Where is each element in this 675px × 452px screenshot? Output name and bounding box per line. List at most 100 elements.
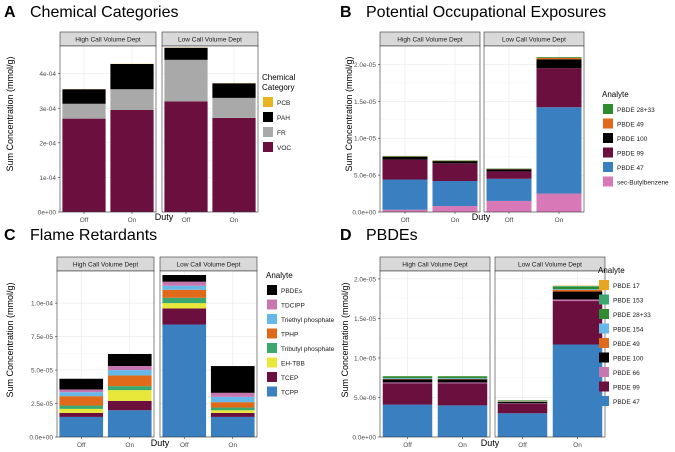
bar-segment-tributyl-phosphate xyxy=(107,386,152,391)
panel-title: Chemical Categories xyxy=(30,4,179,21)
legend-key-fr xyxy=(263,127,273,137)
bar-segment-voc xyxy=(110,109,154,212)
x-tick-label: On xyxy=(128,217,137,224)
bar-segment-pbde-100 xyxy=(437,379,488,383)
legend-key-pbdes xyxy=(267,285,277,295)
bar-segment-pbde-66 xyxy=(382,382,433,384)
y-tick-label: 1.5e-05 xyxy=(354,316,376,323)
bar-segment-pbde-100 xyxy=(497,401,548,404)
legend-key-pbde-99 xyxy=(599,381,609,392)
legend-label: PBDE 100 xyxy=(613,356,644,363)
bar-segment-tcep xyxy=(59,412,104,417)
legend-key-tcpp xyxy=(267,386,277,397)
bar-segment-pbde-100 xyxy=(382,156,428,160)
bar-segment-tdcipp xyxy=(162,281,207,286)
plot-border xyxy=(483,45,585,213)
legend-key-pcb xyxy=(263,97,273,107)
y-tick-label: 0e+00 xyxy=(38,210,57,217)
x-axis-label: Duty xyxy=(151,438,170,448)
legend-label: PBDE 99 xyxy=(613,385,640,392)
bar-segment-tdcipp xyxy=(210,392,255,397)
legend-key-pbde-99 xyxy=(603,147,613,158)
legend-title-line: Analyte xyxy=(602,90,629,99)
plot-border xyxy=(159,270,258,438)
panel-letter: C xyxy=(4,227,16,244)
bar-segment-tcpp xyxy=(107,410,152,437)
facet-strip-label: Low Call Volume Dept xyxy=(177,262,241,269)
bar-segment-pbde-49 xyxy=(536,57,582,60)
bar-segment-fr xyxy=(164,59,208,102)
bar-segment-pbde-153 xyxy=(552,286,603,287)
y-tick-label: 5.0e-05 xyxy=(31,368,53,375)
y-tick-label: 3e-04 xyxy=(39,106,56,113)
plot-border xyxy=(379,270,491,438)
facet-strip-label: Low Call Volume Dept xyxy=(502,37,566,44)
legend-label: Tributyl phosphate xyxy=(281,346,335,353)
legend-key-pbde-17 xyxy=(599,280,609,290)
plot-border xyxy=(59,45,157,213)
legend-key-pbde-28-33 xyxy=(603,104,613,114)
legend-label: PBDE 47 xyxy=(617,165,644,172)
legend-label: PBDE 49 xyxy=(617,122,644,129)
bar-segment-tcep xyxy=(162,308,207,325)
legend-title-line: Chemical xyxy=(262,73,296,82)
bar-segment-pbdes xyxy=(107,354,152,367)
y-tick-label: 2e-04 xyxy=(39,140,56,147)
bar-segment-pbdes xyxy=(210,366,255,393)
panel-title: Flame Retardants xyxy=(30,227,157,244)
facet-strip-label: High Call Volume Dept xyxy=(402,262,468,269)
x-tick-label: Off xyxy=(77,442,86,449)
bar-segment-tributyl-phosphate xyxy=(162,297,207,304)
legend-title-line: Analyte xyxy=(598,266,625,275)
y-tick-label: 7.5e-05 xyxy=(31,334,53,341)
y-tick-label: 1.0e-05 xyxy=(354,136,376,143)
legend-label: PBDE 100 xyxy=(617,136,648,143)
legend-key-tributyl-phosphate xyxy=(267,343,277,353)
y-tick-label: 1.0e-05 xyxy=(354,355,376,362)
legend-label: PBDE 28+33 xyxy=(617,107,655,114)
bar-segment-fr xyxy=(62,103,106,119)
bar-segment-sec-butylbenzene xyxy=(432,206,478,212)
x-tick-label: Off xyxy=(180,442,189,449)
y-tick-label: 1.0e-04 xyxy=(31,301,53,308)
bar-segment-pbdes xyxy=(162,275,207,282)
legend-key-tcep xyxy=(267,372,277,382)
bar-segment-pbde-100 xyxy=(486,169,532,172)
y-tick-label: 4e-04 xyxy=(39,71,56,78)
bar-segment-fr xyxy=(110,89,154,110)
legend-label: PBDE 17 xyxy=(613,283,640,290)
bar-segment-sec-butylbenzene xyxy=(382,209,428,212)
bar-segment-pbde-47 xyxy=(432,181,478,207)
bar-segment-pbde-47 xyxy=(552,344,603,437)
panel-letter: A xyxy=(4,4,16,21)
plot-border xyxy=(379,45,481,213)
bar-segment-tphp xyxy=(210,402,255,408)
legend-key-pbde-47 xyxy=(603,162,613,172)
bar-segment-pah xyxy=(164,47,208,60)
bar-segment-pbde-100 xyxy=(552,291,603,300)
legend-title: Analyte xyxy=(602,90,629,99)
panel-title: PBDEs xyxy=(366,227,418,244)
y-axis-label: Sum Concentration (mmol/g) xyxy=(5,282,15,397)
bar-segment-tcpp xyxy=(59,416,104,437)
bar-segment-pah xyxy=(110,63,154,90)
bar-segment-pbde-154 xyxy=(552,289,603,290)
bar-segment-pbde-99 xyxy=(486,171,532,179)
x-tick-label: Off xyxy=(401,217,410,224)
y-axis-label: Sum Concentration (mmol/g) xyxy=(340,282,350,397)
legend-key-pbde-28-33 xyxy=(599,309,609,319)
legend-title: Analyte xyxy=(598,266,625,275)
bar-segment-tphp xyxy=(162,289,207,298)
plot-border xyxy=(161,45,259,213)
bar-segment-pbde-100 xyxy=(382,379,433,383)
legend-title: Chemical Category xyxy=(262,73,296,92)
x-tick-label: Off xyxy=(403,442,412,449)
bar-segment-pbde-66 xyxy=(437,382,488,384)
bar-segment-pah xyxy=(62,89,106,104)
bar-segment-voc xyxy=(62,118,106,212)
legend-key-voc xyxy=(263,142,273,152)
legend-label: PBDE 66 xyxy=(613,370,640,377)
bar-segment-voc xyxy=(164,101,208,212)
y-tick-label: 2.5e-05 xyxy=(31,401,53,408)
legend-key-sec-butylbenzene xyxy=(603,176,613,187)
